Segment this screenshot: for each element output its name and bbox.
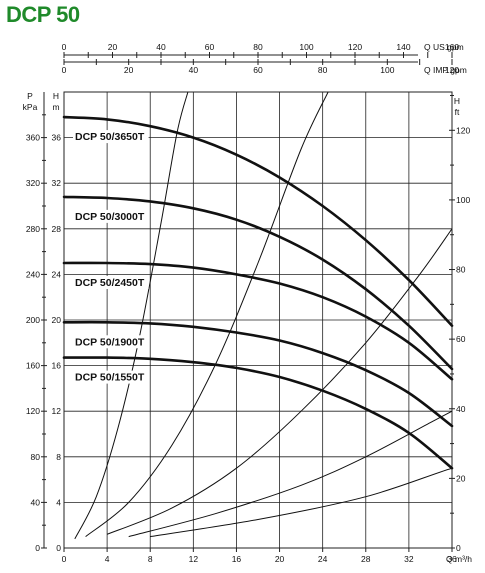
- m-tick-label: 12: [52, 406, 62, 416]
- kpa-tick-label: 200: [26, 315, 40, 325]
- m-tick-label: 0: [56, 543, 61, 553]
- top-tick-label: 120: [348, 42, 362, 52]
- top-tick-label: 20: [108, 42, 118, 52]
- kpa-tick-label: 80: [31, 452, 41, 462]
- x-tick-label: 32: [404, 554, 414, 564]
- x-axis-label: Q m³/h: [446, 554, 472, 564]
- pump-curve: [62, 115, 454, 327]
- ft-tick-label: 80: [456, 265, 466, 275]
- m-tick-label: 28: [52, 224, 62, 234]
- curve-label: DCP 50/1550T: [75, 372, 145, 384]
- ft-tick-label: 60: [456, 334, 466, 344]
- ft-tick-label: 100: [456, 195, 470, 205]
- x-tick-label: 20: [275, 554, 285, 564]
- top-tick-label: 80: [253, 42, 263, 52]
- page-title: DCP 50: [6, 2, 80, 27]
- x-tick-label: 0: [62, 554, 67, 564]
- top-tick-label: 80: [318, 65, 328, 75]
- top-tick-label: 160: [445, 42, 459, 52]
- m-tick-label: 32: [52, 178, 62, 188]
- pump-curve: [62, 320, 454, 428]
- system-curve: [150, 467, 452, 538]
- pump-curves: [62, 115, 454, 470]
- y-right-ft-label-unit: ft: [455, 107, 460, 117]
- kpa-tick-label: 120: [26, 406, 40, 416]
- pump-curve: [62, 356, 454, 470]
- x-tick-label: 4: [105, 554, 110, 564]
- curve-label-bg: [73, 370, 149, 384]
- kpa-tick-label: 0: [35, 543, 40, 553]
- kpa-tick-label: 320: [26, 178, 40, 188]
- top-tick-label: 0: [62, 65, 67, 75]
- kpa-tick-label: 240: [26, 269, 40, 279]
- ft-tick-label: 40: [456, 404, 466, 414]
- x-us-gpm-label: Q US gpm: [424, 42, 464, 52]
- top-tick-label: 100: [299, 42, 313, 52]
- top-tick-label: 0: [62, 42, 67, 52]
- pump-curve: [62, 195, 454, 371]
- top-tick-label: 140: [396, 42, 410, 52]
- curve-label-bg: [73, 130, 149, 144]
- curve-label-bg: [73, 276, 149, 289]
- top-tick-label: 100: [380, 65, 394, 75]
- curve-label: DCP 50/3650T: [75, 131, 145, 143]
- x-tick-label: 12: [189, 554, 199, 564]
- m-tick-label: 36: [52, 133, 62, 143]
- system-curve: [106, 228, 452, 535]
- curve-label: DCP 50/2450T: [75, 277, 145, 289]
- m-tick-label: 8: [56, 452, 61, 462]
- ft-tick-label: 120: [456, 125, 470, 135]
- curve-label-bg: [73, 209, 149, 223]
- kpa-tick-label: 360: [26, 133, 40, 143]
- curve-labels: DCP 50/3650T DCP 50/3000T DCP 50/2450T DCP …: [73, 130, 149, 384]
- top-tick-label: 120: [445, 65, 459, 75]
- top-tick-label: 40: [189, 65, 199, 75]
- y-left-m-label-h: H: [53, 91, 59, 101]
- x-tick-label: 8: [148, 554, 153, 564]
- y-left-kpa-label-p: P: [27, 91, 33, 101]
- top-tick-label: 40: [156, 42, 166, 52]
- x-tick-label: 24: [318, 554, 328, 564]
- y-left-kpa-label-unit: kPa: [23, 102, 38, 112]
- kpa-tick-label: 160: [26, 361, 40, 371]
- curve-label-bg: [73, 335, 149, 349]
- y-left-m-label-unit: m: [52, 102, 59, 112]
- top-tick-label: 60: [253, 65, 263, 75]
- kpa-tick-label: 280: [26, 224, 40, 234]
- curve-label: DCP 50/3000T: [75, 211, 145, 223]
- right-axis: 0 20 40 60 80 100 120 Hft: [449, 94, 470, 553]
- bottom-axis: 0 4 8 12 16 20 24 28 32 36Q m³/h: [62, 548, 472, 564]
- curve-label: DCP 50/1900T: [75, 336, 145, 348]
- system-curve: [128, 410, 452, 538]
- m-tick-label: 16: [52, 361, 62, 371]
- m-tick-label: 20: [52, 315, 62, 325]
- system-curve: [85, 92, 329, 537]
- kpa-tick-label: 40: [31, 497, 41, 507]
- m-tick-label: 24: [52, 269, 62, 279]
- y-right-ft-label-h: H: [454, 96, 460, 106]
- ft-tick-label: 0: [456, 543, 461, 553]
- top-tick-label: 20: [124, 65, 134, 75]
- pump-curve: [62, 261, 454, 381]
- x-tick-label: 16: [232, 554, 242, 564]
- m-tick-label: 4: [56, 497, 61, 507]
- ft-tick-label: 20: [456, 473, 466, 483]
- x-imp-gpm-label: Q IMP gpm: [424, 65, 467, 75]
- x-tick-label: 36: [447, 554, 457, 564]
- system-curve: [74, 92, 189, 540]
- top-tick-label: 60: [205, 42, 215, 52]
- grid-layer: [63, 91, 453, 549]
- x-tick-label: 28: [361, 554, 371, 564]
